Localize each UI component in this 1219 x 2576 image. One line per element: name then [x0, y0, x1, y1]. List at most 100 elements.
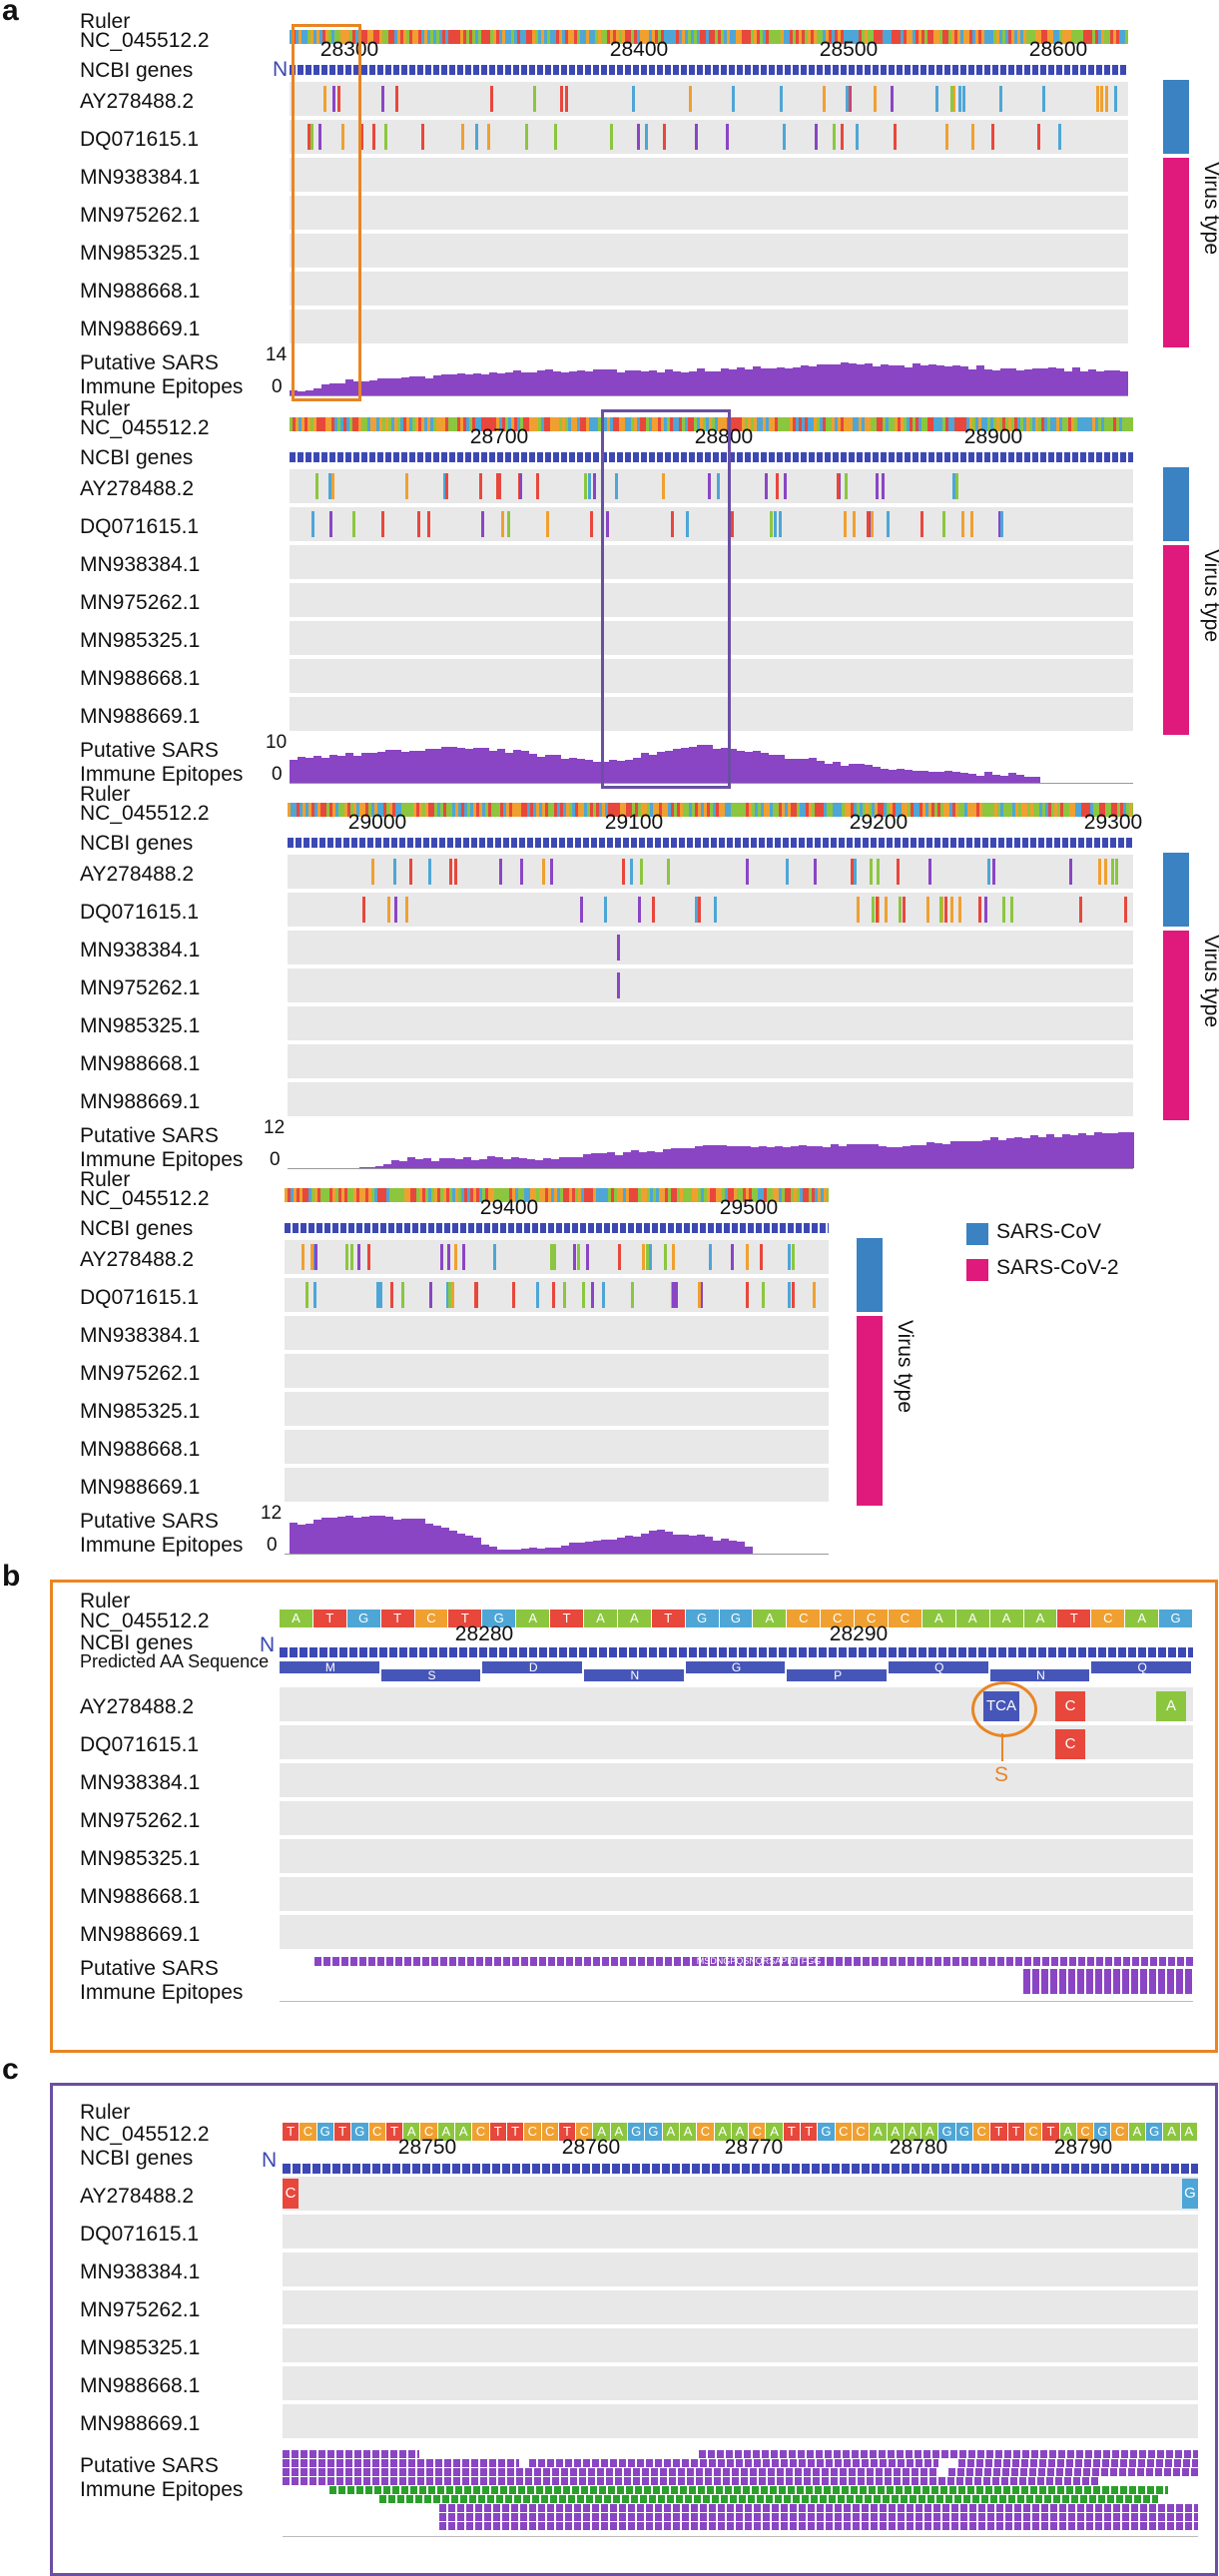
variant-mark[interactable] — [315, 473, 318, 499]
variant-mark[interactable] — [542, 859, 545, 885]
variant-mark[interactable] — [845, 473, 848, 499]
variant-mark[interactable] — [992, 859, 995, 885]
variant-mark[interactable] — [891, 86, 894, 112]
variant-mark[interactable] — [695, 897, 698, 923]
variant-mark[interactable] — [856, 124, 859, 150]
variant-mark[interactable] — [1000, 511, 1003, 537]
variant-mark[interactable] — [332, 86, 335, 112]
variant-mark[interactable] — [942, 511, 945, 537]
variant-mark[interactable] — [899, 897, 902, 923]
variant-mark[interactable] — [731, 511, 734, 537]
variant-mark[interactable] — [732, 86, 735, 112]
variant-mark[interactable] — [533, 86, 536, 112]
variant-mark[interactable] — [1124, 897, 1127, 923]
variant-c[interactable]: C — [1055, 1691, 1085, 1721]
variant-mark[interactable] — [417, 511, 420, 537]
variant-mark[interactable] — [440, 1244, 443, 1270]
variant-mark[interactable] — [314, 1244, 317, 1270]
variant-mark[interactable] — [405, 473, 408, 499]
variant-mark[interactable] — [1105, 86, 1108, 112]
variant-mark[interactable] — [939, 897, 942, 923]
variant-mark[interactable] — [475, 1282, 478, 1308]
variant-mark[interactable] — [525, 124, 528, 150]
variant-mark[interactable] — [302, 1244, 305, 1270]
variant-mark[interactable] — [708, 473, 711, 499]
variant-mark[interactable] — [1096, 86, 1099, 112]
variant-mark[interactable] — [652, 897, 655, 923]
variant-mark[interactable] — [867, 511, 870, 537]
variant-mark[interactable] — [318, 124, 321, 150]
variant-mark[interactable] — [846, 86, 849, 112]
variant-mark[interactable] — [307, 124, 310, 150]
variant-g[interactable]: G — [1182, 2179, 1198, 2209]
variant-mark[interactable] — [350, 1244, 353, 1270]
variant-mark[interactable] — [646, 1244, 649, 1270]
variant-mark[interactable] — [337, 86, 340, 112]
variant-mark[interactable] — [630, 859, 633, 885]
variant-mark[interactable] — [950, 86, 953, 112]
variant-mark[interactable] — [887, 511, 890, 537]
variant-mark[interactable] — [379, 1282, 382, 1308]
variant-mark[interactable] — [1079, 897, 1082, 923]
variant-mark[interactable] — [341, 124, 344, 150]
variant-mark[interactable] — [746, 859, 749, 885]
variant-mark[interactable] — [920, 511, 923, 537]
variant-mark[interactable] — [622, 859, 625, 885]
variant-mark[interactable] — [944, 897, 947, 923]
variant-mark[interactable] — [1042, 86, 1045, 112]
variant-mark[interactable] — [662, 473, 665, 499]
variant-mark[interactable] — [885, 897, 888, 923]
variant-mark[interactable] — [449, 859, 452, 885]
variant-mark[interactable] — [393, 859, 396, 885]
variant-mark[interactable] — [714, 897, 717, 923]
variant-mark[interactable] — [357, 1244, 360, 1270]
variant-mark[interactable] — [663, 124, 666, 150]
variant-mark[interactable] — [586, 1244, 589, 1270]
variant-mark[interactable] — [1098, 859, 1101, 885]
variant-mark[interactable] — [640, 859, 643, 885]
variant-mark[interactable] — [871, 511, 874, 537]
variant-mark[interactable] — [479, 473, 482, 499]
variant-mark[interactable] — [823, 86, 826, 112]
variant-mark[interactable] — [792, 1244, 795, 1270]
variant-mark[interactable] — [783, 124, 786, 150]
variant-mark[interactable] — [461, 124, 464, 150]
variant-mark[interactable] — [792, 1282, 795, 1308]
variant-mark[interactable] — [496, 473, 499, 499]
variant-mark[interactable] — [512, 1282, 515, 1308]
variant-mark[interactable] — [962, 86, 965, 112]
variant-mark[interactable] — [429, 1282, 432, 1308]
variant-mark[interactable] — [815, 124, 818, 150]
variant-mark[interactable] — [961, 511, 964, 537]
variant-mark[interactable] — [367, 1244, 370, 1270]
variant-mark[interactable] — [1037, 124, 1040, 150]
variant-mark[interactable] — [617, 972, 620, 998]
variant-mark[interactable] — [390, 1282, 393, 1308]
variant-mark[interactable] — [851, 859, 854, 885]
variant-mark[interactable] — [323, 86, 326, 112]
variant-mark[interactable] — [649, 1244, 652, 1270]
variant-mark[interactable] — [984, 897, 987, 923]
variant-mark[interactable] — [877, 859, 880, 885]
variant-mark[interactable] — [381, 511, 384, 537]
variant-mark[interactable] — [774, 511, 777, 537]
variant-mark[interactable] — [833, 124, 836, 150]
variant-mark[interactable] — [1010, 897, 1013, 923]
variant-mark[interactable] — [1002, 897, 1005, 923]
variant-mark[interactable] — [945, 124, 948, 150]
variant-mark[interactable] — [788, 1282, 791, 1308]
variant-mark[interactable] — [813, 1282, 816, 1308]
variant-mark[interactable] — [498, 473, 501, 499]
variant-mark[interactable] — [387, 897, 390, 923]
variant-mark[interactable] — [645, 124, 648, 150]
variant-mark[interactable] — [421, 124, 424, 150]
variant-mark[interactable] — [784, 473, 787, 499]
variant-mark[interactable] — [395, 86, 398, 112]
variant-mark[interactable] — [565, 86, 568, 112]
variant-mark[interactable] — [550, 859, 553, 885]
variant-mark[interactable] — [857, 897, 860, 923]
variant-mark[interactable] — [617, 935, 620, 961]
variant-mark[interactable] — [870, 859, 873, 885]
variant-mark[interactable] — [360, 124, 363, 150]
variant-mark[interactable] — [536, 1282, 539, 1308]
